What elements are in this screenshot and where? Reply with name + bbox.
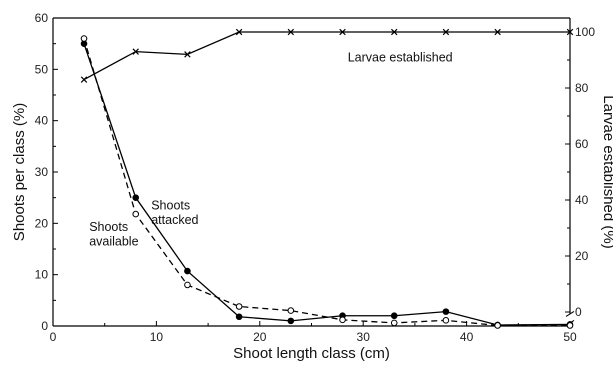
annotation-label: Larvae established	[348, 51, 453, 65]
shoots-attacked-point	[235, 313, 243, 321]
larvae-established-point	[390, 28, 398, 36]
larvae-established-line	[83, 31, 570, 81]
shoots-available-point	[494, 322, 501, 329]
shoots-available-point	[566, 322, 574, 329]
shoots-attacked-point	[390, 312, 398, 320]
shoots-attacked-point	[132, 194, 140, 201]
axes: 0 10 20 30 40 50 0 10 20 30 40 50 60 0 20 40 60 80 100	[35, 11, 596, 344]
shoots-available-point	[390, 319, 398, 327]
shoots-available-point	[339, 316, 346, 324]
y2-axis-title: Larvae established (%)	[600, 95, 613, 248]
y-tick-label: 30	[35, 165, 49, 179]
larvae-established-point	[339, 28, 346, 36]
larvae-established-point	[494, 28, 501, 36]
larvae-established-point	[442, 28, 450, 36]
annotation-label: Shoots	[151, 198, 190, 212]
y2-tick-label: 40	[575, 193, 589, 207]
shoots-available-point	[235, 303, 243, 310]
larvae-established-point	[235, 28, 243, 36]
annotation-label: Shoots	[89, 220, 128, 234]
larvae-established-point	[132, 48, 139, 55]
x-tick-label: 30	[357, 330, 371, 344]
shoots-available-point	[80, 35, 88, 42]
larvae-established-point	[287, 28, 295, 36]
y2-tick-label: 80	[575, 81, 589, 95]
annotation-label: attacked	[151, 213, 198, 227]
y2-tick-label: 0	[575, 305, 582, 319]
y2-tick-label: 100	[575, 25, 595, 39]
shoots-attacked-point	[287, 317, 295, 325]
y-tick-label: 60	[35, 11, 49, 25]
x-tick-label: 50	[563, 330, 577, 344]
x-tick-label: 0	[50, 330, 57, 344]
annotations: Larvae establishedShootsattackedShootsav…	[89, 51, 452, 249]
x-tick-label: 20	[253, 330, 267, 344]
y-tick-label: 10	[35, 268, 49, 282]
shoots-attacked-line	[83, 43, 571, 326]
annotation-label: available	[89, 234, 138, 248]
y-tick-label: 40	[35, 114, 49, 128]
y-tick-label: 50	[35, 62, 49, 76]
x-tick-label: 10	[150, 330, 164, 344]
y2-tick-label: 20	[575, 249, 589, 263]
y2-tick-label: 60	[575, 137, 589, 151]
shoots-attacked-point	[442, 308, 450, 315]
shoots-available-point	[442, 317, 450, 324]
shoots-available-point	[287, 307, 295, 314]
x-tick-label: 40	[460, 330, 474, 344]
larvae-established-point	[184, 51, 191, 58]
y-axis-title: Shoots per class (%)	[11, 103, 28, 241]
shoots-available-point	[132, 210, 140, 218]
shoots-available-point	[184, 281, 191, 289]
x-axis-title: Shoot length class (cm)	[233, 345, 390, 362]
y-tick-label: 20	[35, 216, 49, 230]
series-layer	[80, 28, 574, 329]
larvae-established-point	[80, 76, 88, 83]
shoots-available-line	[83, 38, 570, 327]
y-tick-label: 0	[41, 319, 48, 333]
shoots-attacked-point	[184, 267, 191, 275]
larvae-established-point	[566, 28, 574, 36]
